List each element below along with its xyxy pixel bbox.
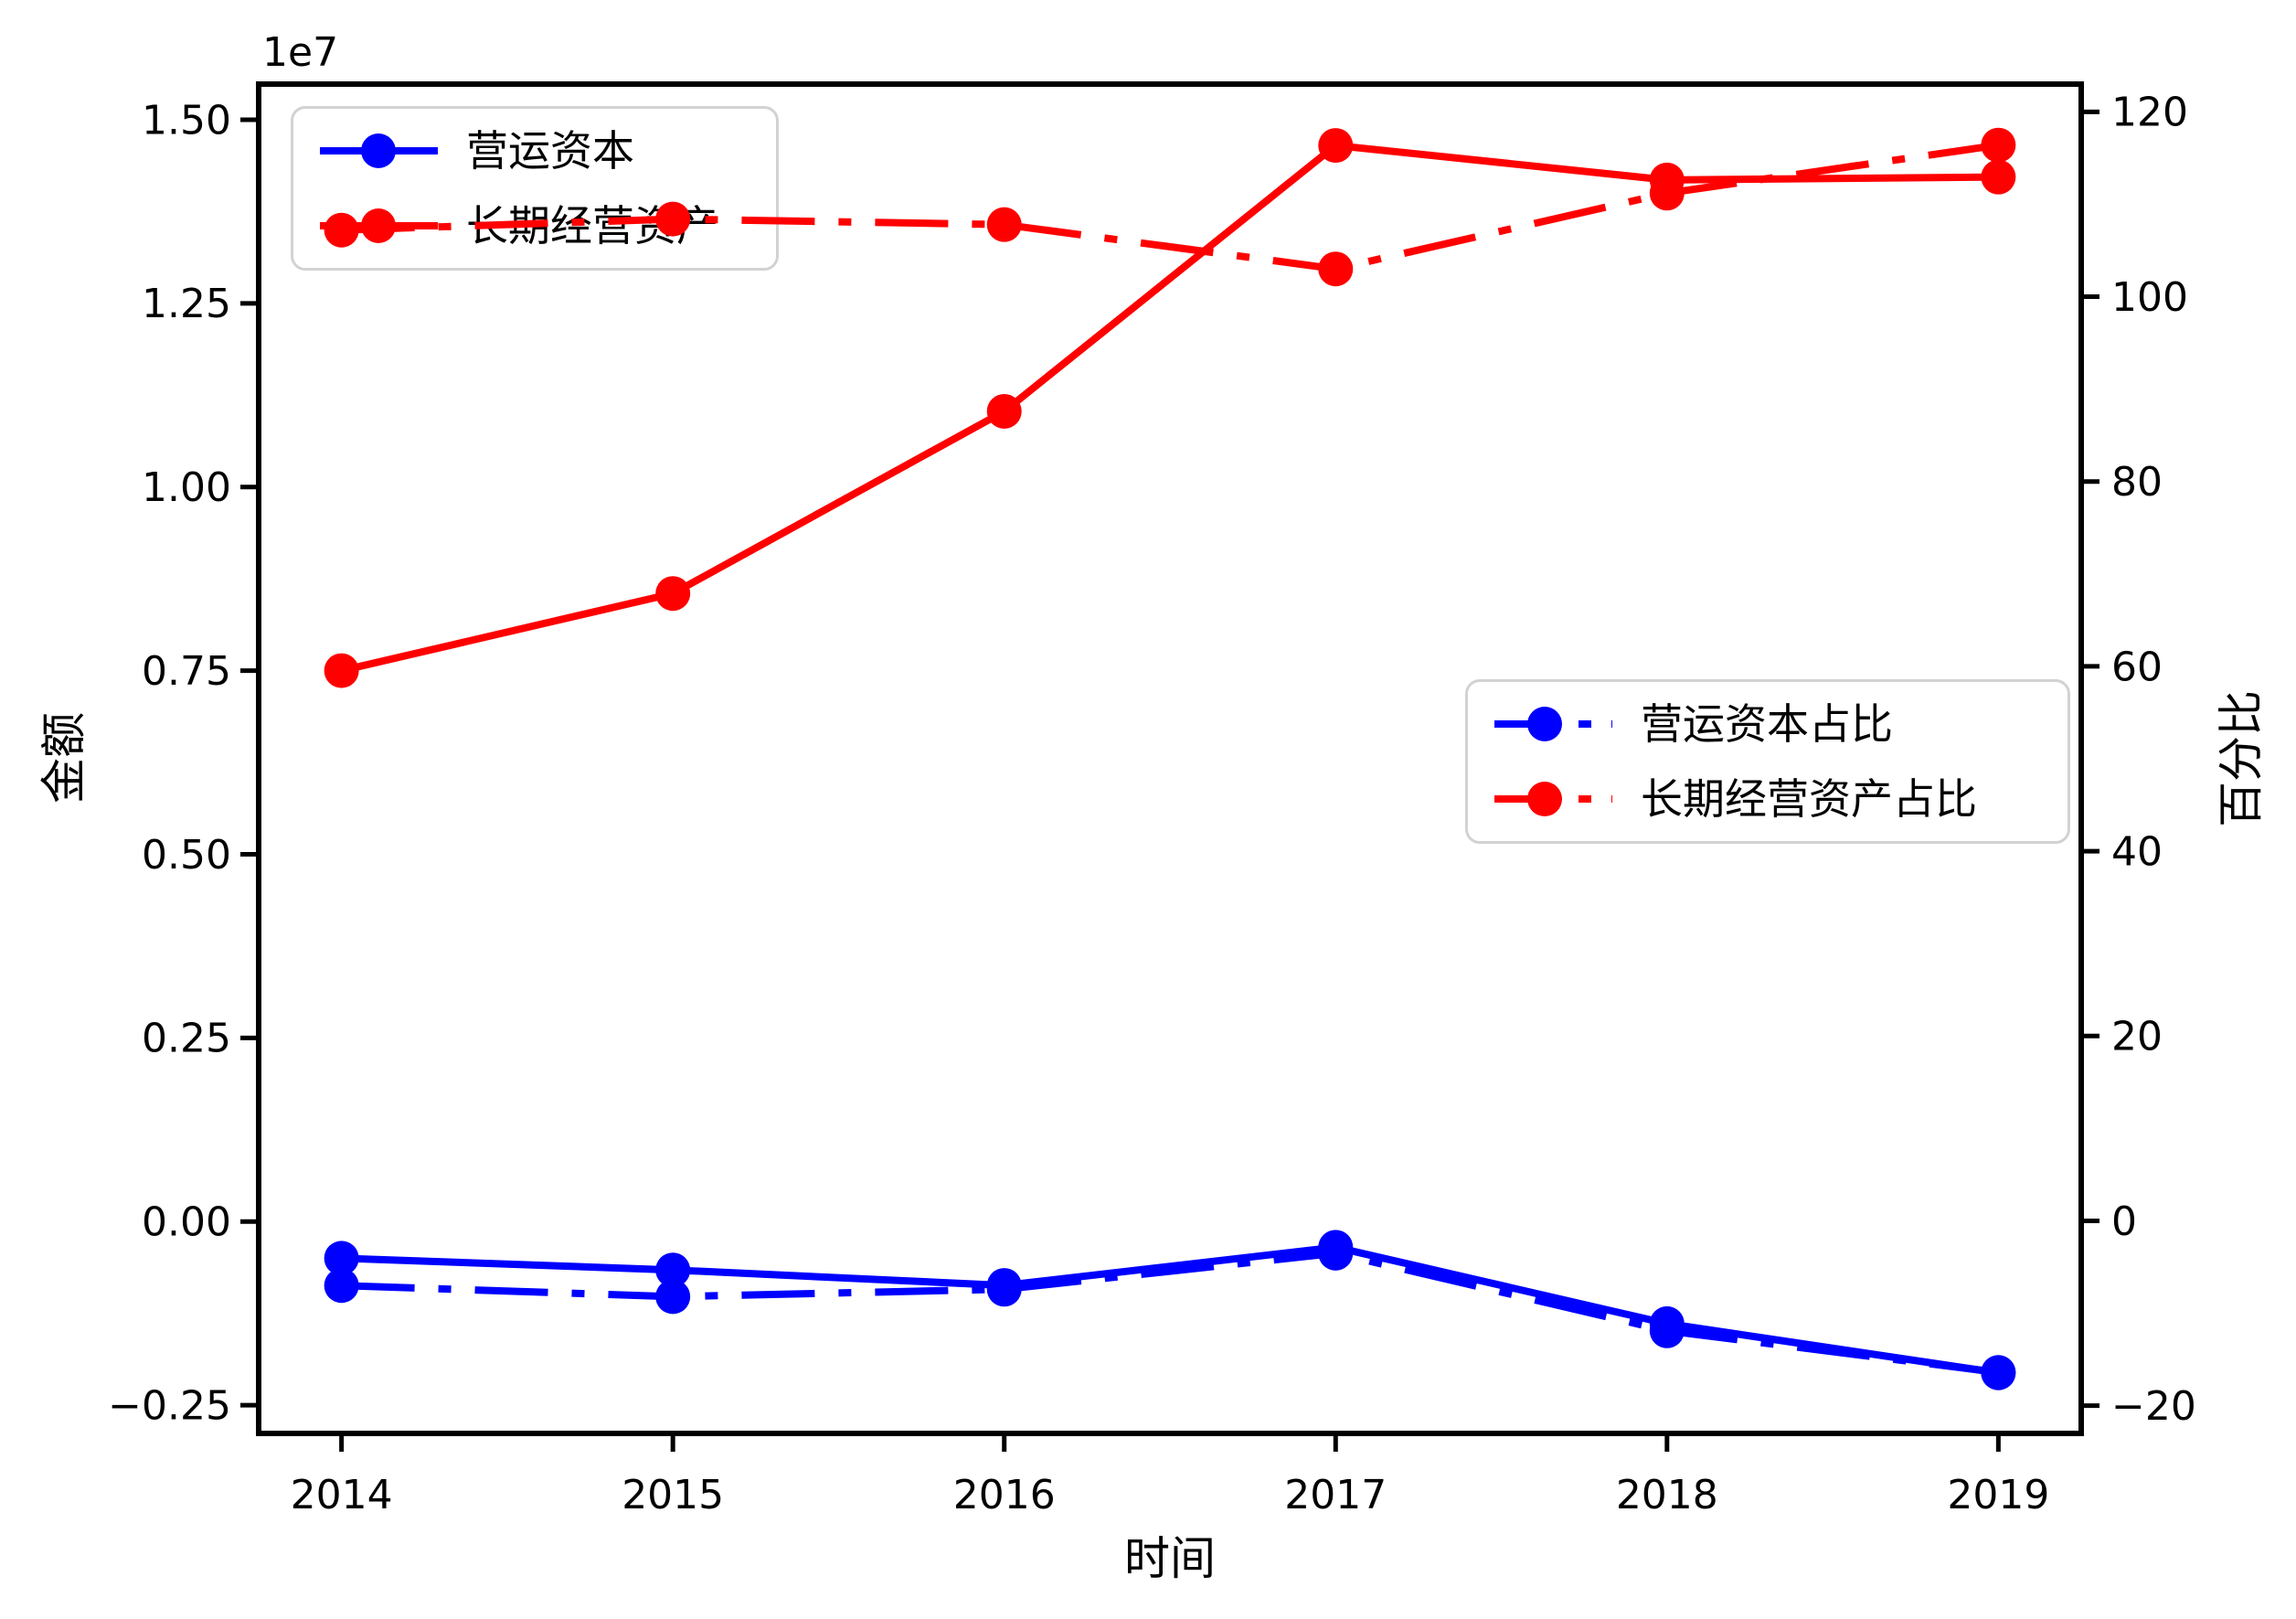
- legend-label: 营运资本占比: [1641, 698, 1893, 749]
- y-tick-label-left: 1.25: [142, 281, 231, 327]
- series-line-long-term-operating-assets-ratio: [341, 141, 1999, 273]
- x-axis-label: 时间: [1124, 1532, 1216, 1585]
- series-marker-working-capital-ratio-2019: [1981, 1355, 2016, 1390]
- y-tick-label-left: 0.25: [142, 1016, 231, 1062]
- legend-label: 营运资本: [466, 125, 634, 176]
- series-marker-working-capital-ratio-2018: [1649, 1313, 1685, 1348]
- legend-amounts: 营运资本 长期经营资产: [291, 106, 779, 271]
- series-line-working-capital: [341, 1243, 1999, 1377]
- series-marker-long-term-operating-assets-2019: [1981, 159, 2016, 195]
- y-tick-label-right: 40: [2111, 828, 2163, 875]
- series-marker-long-term-operating-assets-ratio-2018: [1649, 176, 1685, 211]
- legend-sample-marker: [1527, 782, 1562, 816]
- plot-border: [256, 81, 2084, 1436]
- series-marker-long-term-operating-assets-ratio-2015: [655, 201, 691, 237]
- series-marker-working-capital-ratio-2016: [986, 1272, 1022, 1307]
- legend-sample-solid-line-icon: [320, 133, 438, 168]
- y-tick-label-right: 0: [2111, 1198, 2137, 1245]
- series-marker-long-term-operating-assets-ratio-2014: [324, 212, 359, 248]
- series-marker-working-capital-ratio-2017: [1318, 1235, 1354, 1271]
- legend-label: 长期经营资产占比: [1641, 773, 1977, 824]
- series-marker-long-term-operating-assets-2014: [324, 653, 359, 688]
- y-tick-label-right: 60: [2111, 644, 2163, 690]
- series-line-working-capital-ratio: [341, 1249, 1999, 1377]
- series-marker-long-term-operating-assets-2015: [655, 576, 691, 612]
- y-tick-label-right: 100: [2111, 274, 2188, 321]
- y-tick-label-left: −0.25: [108, 1382, 231, 1429]
- legend-item-working-capital: 营运资本: [317, 125, 752, 176]
- series-line-long-term-operating-assets: [340, 142, 1999, 675]
- legend-ratios: 营运资本占比长期经营资产占比: [1465, 679, 2070, 844]
- x-tick-label: 2015: [622, 1472, 724, 1518]
- y-tick-label-left: 0.50: [142, 832, 231, 879]
- series-marker-long-term-operating-assets-2017: [1318, 128, 1354, 164]
- x-tick-label: 2014: [291, 1472, 393, 1518]
- series-marker-working-capital-2015: [655, 1252, 691, 1288]
- series-marker-long-term-operating-assets-2016: [986, 393, 1022, 429]
- legend-sample-dashdot-line-icon: [1494, 782, 1612, 816]
- series-marker-working-capital-2014: [324, 1241, 359, 1276]
- series-marker-long-term-operating-assets-ratio-2016: [986, 207, 1022, 242]
- legend-item-long-term-operating-assets-ratio: 长期经营资产占比: [1492, 773, 2044, 825]
- legend-sample-marker: [361, 133, 396, 168]
- y-tick-label-right: −20: [2111, 1383, 2196, 1430]
- x-tick-label: 2018: [1616, 1472, 1718, 1518]
- legend-sample-dashdot-line-icon: [1494, 707, 1612, 741]
- y-tick-label-left: 1.00: [142, 464, 231, 511]
- series-marker-working-capital-ratio-2015: [655, 1279, 691, 1315]
- y-tick-label-right: 20: [2111, 1014, 2163, 1060]
- x-tick-label: 2017: [1284, 1472, 1387, 1518]
- y-tick-label-left: 0.00: [142, 1199, 231, 1246]
- legend-sample-marker: [1527, 707, 1562, 741]
- y-tick-label-right: 120: [2111, 90, 2188, 136]
- series-marker-working-capital-ratio-2014: [324, 1268, 359, 1304]
- series-marker-long-term-operating-assets-ratio-2019: [1981, 127, 2016, 163]
- y-axis-offset-text: 1e7: [262, 29, 339, 76]
- series-marker-long-term-operating-assets-ratio-2017: [1318, 251, 1354, 287]
- y-tick-label-left: 1.50: [142, 97, 231, 144]
- legend-item-working-capital-ratio: 营运资本占比: [1492, 698, 2044, 750]
- x-tick-label: 2016: [953, 1472, 1056, 1518]
- y-tick-label-right: 80: [2111, 459, 2163, 506]
- x-tick-label: 2019: [1947, 1472, 2049, 1518]
- y-tick-label-left: 0.75: [142, 648, 231, 695]
